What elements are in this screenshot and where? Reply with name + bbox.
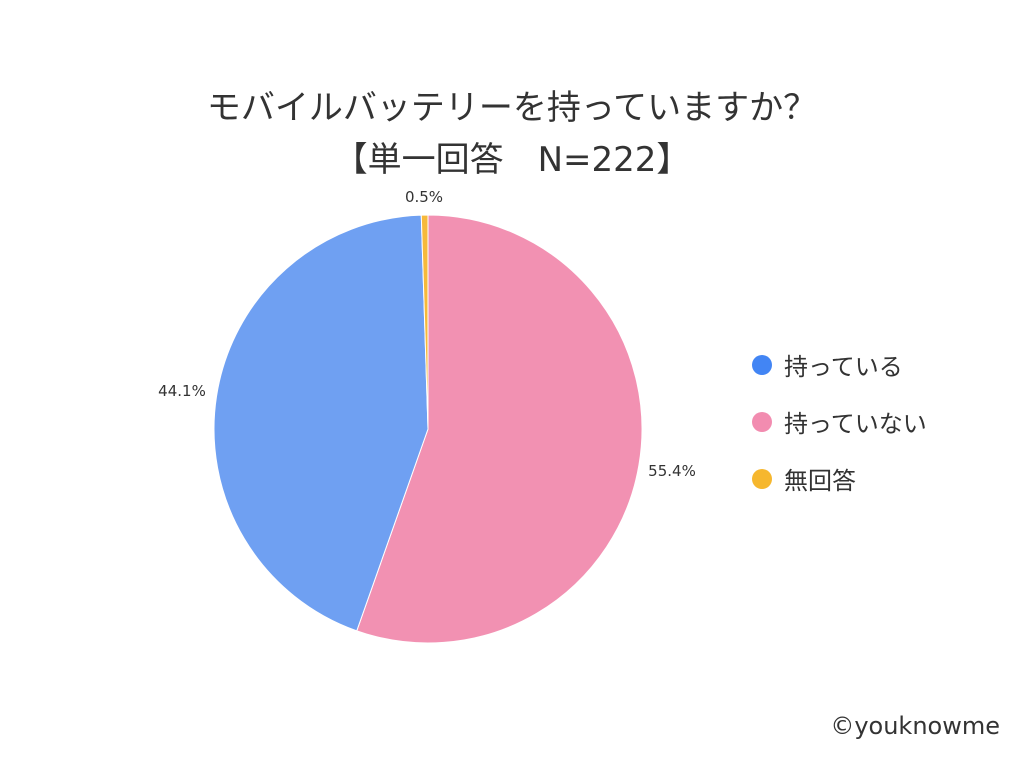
pie-slice	[420, 214, 429, 430]
credit: ©youknowme	[830, 712, 1000, 740]
slice-label: 44.1%	[158, 382, 206, 400]
legend-item: 持っていない	[752, 393, 927, 450]
legend: 持っている持っていない 無回答	[752, 336, 927, 507]
pie-slice	[213, 214, 429, 632]
legend-label: 持っている	[784, 353, 903, 381]
legend-label: 持っていない	[784, 410, 927, 438]
legend-item: 無回答	[752, 450, 927, 507]
legend-dot-icon	[752, 354, 772, 375]
chart-title: モバイルバッテリーを持っていますか？	[206, 88, 818, 128]
legend-dot-icon	[752, 468, 772, 489]
legend-item: 持っている	[752, 336, 927, 393]
legend-dot-icon	[752, 411, 772, 432]
legend-label: 無回答	[784, 467, 856, 495]
slice-label: 0.5%	[405, 188, 443, 206]
slice-label: 55.4%	[648, 462, 696, 480]
chart-subtitle: 【単一回答 N=222】	[333, 140, 691, 180]
